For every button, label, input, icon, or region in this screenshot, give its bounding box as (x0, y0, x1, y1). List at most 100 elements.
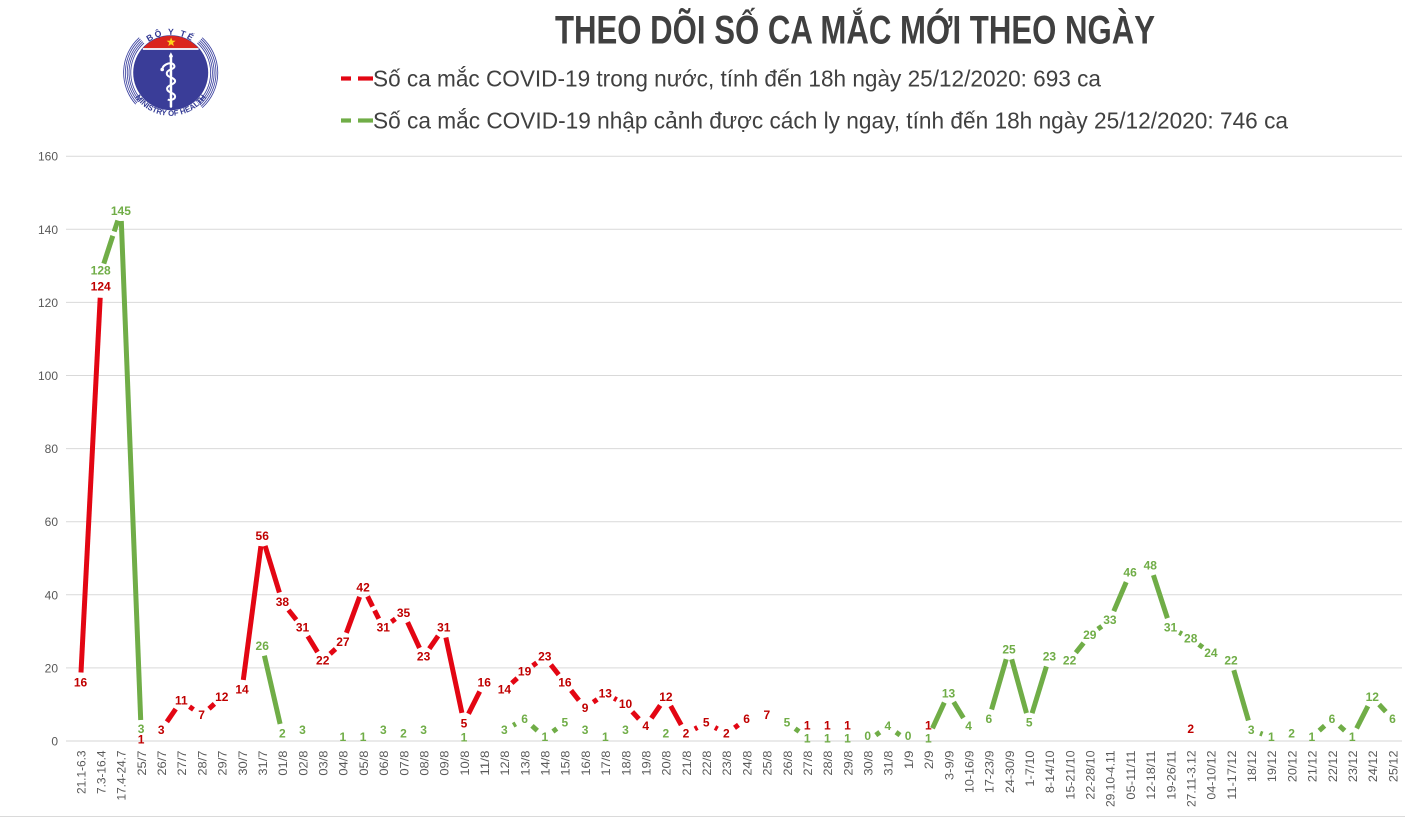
svg-text:6: 6 (521, 712, 528, 726)
svg-text:1: 1 (844, 719, 851, 733)
svg-text:23/8: 23/8 (720, 750, 734, 776)
svg-text:21.1-6.3: 21.1-6.3 (74, 750, 88, 794)
svg-text:145: 145 (111, 204, 131, 218)
svg-text:5: 5 (784, 716, 791, 730)
svg-text:1: 1 (804, 732, 811, 746)
svg-text:27/8: 27/8 (801, 750, 815, 776)
svg-text:31: 31 (377, 621, 391, 635)
svg-text:6: 6 (985, 712, 992, 726)
svg-text:42: 42 (356, 580, 370, 594)
svg-text:05/8: 05/8 (357, 750, 371, 776)
svg-text:04-10/12: 04-10/12 (1205, 750, 1219, 799)
svg-text:33: 33 (1103, 613, 1117, 627)
svg-text:2: 2 (1187, 722, 1194, 736)
svg-text:24/8: 24/8 (740, 750, 754, 776)
svg-text:3: 3 (622, 723, 629, 737)
svg-text:25: 25 (1002, 642, 1016, 656)
svg-text:26: 26 (256, 639, 270, 653)
svg-text:11: 11 (175, 694, 188, 708)
svg-text:12: 12 (659, 690, 673, 704)
svg-text:1: 1 (340, 730, 347, 744)
svg-text:31/8: 31/8 (882, 750, 896, 776)
svg-text:25/8: 25/8 (761, 750, 775, 776)
svg-text:1: 1 (1349, 730, 1356, 744)
svg-text:3: 3 (138, 722, 145, 736)
svg-text:2: 2 (279, 727, 286, 741)
svg-text:22-28/10: 22-28/10 (1084, 750, 1098, 799)
svg-text:10-16/9: 10-16/9 (962, 750, 976, 793)
svg-text:5: 5 (703, 716, 710, 730)
svg-text:30/8: 30/8 (862, 750, 876, 776)
svg-text:40: 40 (45, 588, 59, 602)
svg-text:3: 3 (299, 723, 306, 737)
svg-text:18/8: 18/8 (619, 750, 633, 776)
svg-text:20/8: 20/8 (660, 750, 674, 776)
svg-text:2: 2 (1288, 727, 1295, 741)
svg-text:22: 22 (1063, 653, 1077, 667)
svg-text:4: 4 (642, 719, 649, 733)
svg-text:6: 6 (743, 712, 750, 726)
svg-text:1: 1 (824, 732, 831, 746)
svg-text:16/8: 16/8 (579, 750, 593, 776)
svg-text:06/8: 06/8 (377, 750, 391, 776)
svg-text:35: 35 (397, 606, 411, 620)
svg-text:13/8: 13/8 (518, 750, 532, 776)
svg-text:1: 1 (804, 719, 811, 733)
svg-text:1: 1 (925, 732, 932, 746)
svg-text:1: 1 (602, 730, 609, 744)
svg-text:3: 3 (1248, 723, 1255, 737)
svg-text:09/8: 09/8 (438, 750, 452, 776)
svg-text:07/8: 07/8 (397, 750, 411, 776)
svg-text:13: 13 (942, 686, 956, 700)
svg-text:19: 19 (518, 664, 532, 678)
svg-text:21/8: 21/8 (680, 750, 694, 776)
svg-text:6: 6 (1329, 712, 1336, 726)
svg-text:128: 128 (91, 264, 111, 278)
svg-text:4: 4 (885, 719, 892, 733)
svg-text:21/12: 21/12 (1306, 750, 1320, 782)
svg-text:46: 46 (1123, 566, 1137, 580)
svg-text:56: 56 (256, 529, 270, 543)
svg-text:0: 0 (864, 729, 871, 743)
svg-text:31: 31 (296, 621, 310, 635)
svg-text:2: 2 (663, 727, 670, 741)
svg-text:11-17/12: 11-17/12 (1225, 750, 1239, 799)
svg-text:28/7: 28/7 (195, 750, 209, 776)
svg-text:25/7: 25/7 (135, 750, 149, 776)
svg-text:17.4-24.7: 17.4-24.7 (115, 750, 129, 800)
svg-text:24/12: 24/12 (1366, 750, 1380, 782)
svg-text:31: 31 (437, 621, 451, 635)
svg-text:4: 4 (965, 719, 972, 733)
svg-text:12/8: 12/8 (498, 750, 512, 776)
svg-text:23/12: 23/12 (1346, 750, 1360, 782)
svg-text:19/8: 19/8 (640, 750, 654, 776)
svg-text:23: 23 (417, 650, 431, 664)
svg-text:17-23/9: 17-23/9 (983, 750, 997, 793)
svg-text:3: 3 (582, 723, 589, 737)
svg-text:1/9: 1/9 (902, 750, 916, 769)
svg-text:140: 140 (38, 223, 58, 237)
svg-text:100: 100 (38, 369, 58, 383)
svg-text:04/8: 04/8 (337, 750, 351, 776)
svg-text:12: 12 (215, 690, 229, 704)
svg-text:14: 14 (498, 683, 512, 697)
svg-text:25/12: 25/12 (1386, 750, 1400, 782)
svg-text:03/8: 03/8 (317, 750, 331, 776)
svg-text:Số ca mắc COVID-19 nhập cảnh đ: Số ca mắc COVID-19 nhập cảnh được cách l… (373, 108, 1288, 134)
svg-text:1-7/10: 1-7/10 (1023, 750, 1037, 786)
svg-text:1: 1 (360, 730, 367, 744)
svg-text:05-11/11: 05-11/11 (1124, 750, 1138, 799)
svg-text:5: 5 (1026, 716, 1033, 730)
svg-text:5: 5 (461, 717, 468, 731)
svg-text:38: 38 (276, 595, 290, 609)
svg-text:26/7: 26/7 (155, 750, 169, 776)
svg-text:19-26/11: 19-26/11 (1164, 750, 1178, 799)
svg-text:1: 1 (541, 730, 548, 744)
svg-text:120: 120 (38, 296, 58, 310)
svg-text:THEO DÕI SỐ CA MẮC MỚI THEO NG: THEO DÕI SỐ CA MẮC MỚI THEO NGÀY (555, 7, 1155, 53)
svg-text:16: 16 (558, 675, 572, 689)
svg-text:30/7: 30/7 (236, 750, 250, 776)
svg-text:3-9/9: 3-9/9 (942, 750, 956, 780)
svg-text:2/9: 2/9 (922, 750, 936, 769)
svg-text:26/8: 26/8 (781, 750, 795, 776)
